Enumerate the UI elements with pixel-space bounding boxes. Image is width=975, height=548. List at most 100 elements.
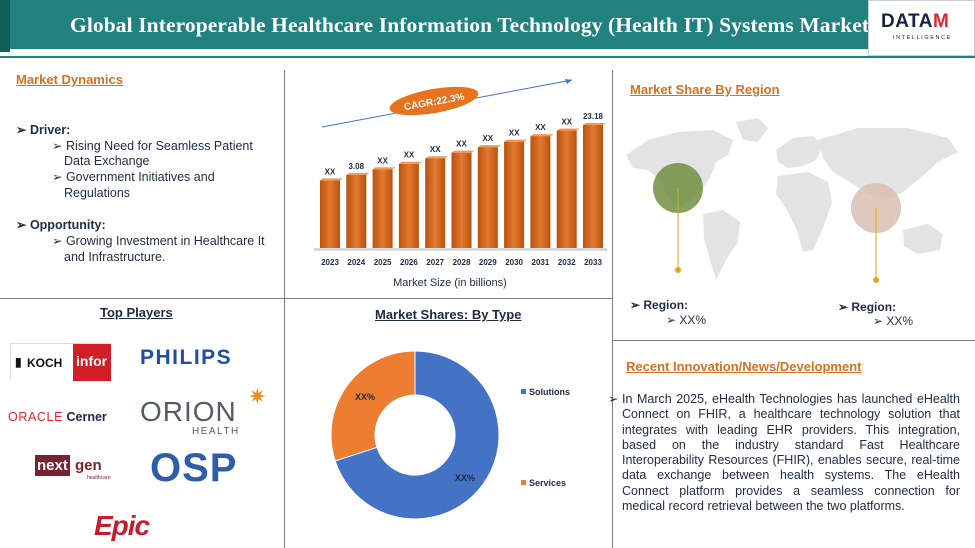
nextgen-logo: next gen healthcare: [35, 455, 111, 481]
opportunity-item: ➢ Growing Investment in Healthcare It: [52, 234, 265, 248]
cagr-badge: CAGR:22.3%: [389, 86, 479, 116]
divider-h1: [0, 298, 612, 299]
bar-value-label: XX: [561, 118, 572, 127]
bar-2030: [504, 141, 525, 248]
region-pointer-dot-1: [675, 267, 681, 273]
region-2-label: ➢ Region:: [838, 300, 897, 314]
bar-top-2033: [583, 123, 606, 125]
bar-2023: [320, 180, 340, 248]
bar-value-label: XX: [509, 129, 520, 138]
bar-value-label: XX: [325, 167, 336, 176]
bar-2033: [583, 125, 603, 248]
market-dynamics-title: Market Dynamics: [16, 72, 123, 87]
year-tick-label: 2027: [426, 258, 444, 267]
header-divider: [0, 56, 975, 58]
donut-label-services: XX%: [355, 392, 375, 402]
year-tick-label: 2023: [321, 258, 339, 267]
news-body: ➢ In March 2025, eHealth Technologies has…: [608, 392, 960, 514]
bar-top-2023: [320, 178, 343, 181]
header: Global Interoperable Healthcare Informat…: [0, 0, 975, 58]
driver-item-cont: Regulations: [64, 186, 131, 200]
osp-logo: OSP: [150, 446, 238, 490]
type-share-donut: XX% XX% Solutions Services: [330, 350, 570, 520]
donut-slice-solutions: [334, 350, 500, 520]
world-map: [626, 118, 958, 283]
europe-shape: [776, 136, 823, 168]
driver-item: ➢ Government Initiatives and: [52, 170, 215, 184]
year-tick-label: 2026: [400, 258, 418, 267]
asia-shape: [818, 128, 958, 200]
type-share-title: Market Shares: By Type: [375, 307, 522, 322]
x-axis-title: Market Size (in billions): [393, 277, 507, 289]
bar-2029: [477, 147, 498, 248]
south-america-shape: [703, 210, 740, 280]
bar-2025: [372, 169, 393, 248]
news-title: Recent Innovation/News/Development: [626, 359, 862, 374]
africa-shape: [776, 172, 832, 252]
donut-label-solutions: XX%: [455, 473, 475, 483]
bar-top-2030: [504, 139, 528, 142]
infor-text: infor: [76, 353, 108, 369]
market-size-chart: XX 2023 3.08 2024 XX 2025 XX 2026 XX 2027 XX 2028 XX…: [314, 79, 608, 289]
bar-value-label: XX: [377, 156, 388, 165]
bar-value-label: 3.08: [349, 162, 365, 171]
region-1-value: ➢ XX%: [666, 313, 707, 327]
logo-wordmark: DATAM: [881, 11, 950, 32]
divider-v3: [612, 70, 613, 548]
driver-item: ➢ Rising Need for Seamless Patient: [52, 139, 253, 153]
bar-value-label: 23.18: [583, 112, 604, 121]
bar-2032: [556, 130, 577, 248]
bar-top-2029: [477, 145, 501, 148]
driver-label: ➢ Driver:: [16, 123, 71, 137]
chart-floor: [314, 248, 608, 251]
bar-top-2026: [398, 161, 422, 164]
donut-slice-services: [330, 350, 416, 462]
opportunity-item-cont: and Infrastructure.: [64, 250, 166, 264]
bar-2024: [346, 174, 367, 248]
legend-swatch-solutions: [521, 389, 526, 394]
top-players-title: Top Players: [100, 305, 173, 320]
title-accent: [0, 0, 10, 52]
orion-star-icon: ✷: [248, 384, 267, 409]
region-2-value: ➢ XX%: [873, 314, 914, 328]
driver-item-cont: Data Exchange: [64, 154, 150, 168]
divider-v1: [284, 70, 285, 298]
bar-2028: [451, 152, 472, 248]
bar-top-2025: [372, 167, 396, 170]
koch-text: KOCH: [27, 356, 63, 370]
year-tick-label: 2033: [584, 258, 602, 267]
bar-value-label: XX: [482, 134, 493, 143]
koch-infor-logo: ▮ KOCH infor: [10, 343, 111, 381]
region-share-title: Market Share By Region: [630, 82, 780, 97]
divider-h2: [612, 340, 975, 341]
bar-top-2027: [425, 156, 449, 159]
oracle-cerner-logo: ORACLE Cerner: [8, 410, 107, 424]
bar-2027: [425, 158, 446, 248]
year-tick-label: 2024: [347, 258, 365, 267]
greenland-shape: [736, 118, 768, 142]
bar-value-label: XX: [404, 151, 415, 160]
title-bar: Global Interoperable Healthcare Informat…: [0, 0, 870, 52]
bar-2026: [398, 163, 419, 248]
bar-value-label: XX: [430, 145, 441, 154]
legend-services: Services: [529, 478, 566, 488]
philips-logo: PHILIPS: [140, 346, 233, 369]
region-1-label: ➢ Region:: [630, 298, 689, 312]
orion-health-logo: ORION ✷ HEALTH: [140, 384, 267, 437]
datam-logo: DATAM INTELLIGENCE: [868, 0, 975, 56]
bar-top-2032: [556, 128, 580, 131]
opportunity-label: ➢ Opportunity:: [16, 218, 106, 232]
year-tick-label: 2030: [505, 258, 523, 267]
year-tick-label: 2028: [453, 258, 471, 267]
legend-solutions: Solutions: [529, 387, 570, 397]
epic-logo: Epic: [94, 510, 150, 541]
page-title: Global Interoperable Healthcare Informat…: [70, 13, 870, 37]
divider-v2: [284, 298, 285, 548]
bar-top-2024: [346, 172, 370, 175]
bar-top-2028: [451, 150, 475, 153]
australia-shape: [903, 224, 943, 254]
bar-top-2031: [530, 134, 554, 137]
year-tick-label: 2029: [479, 258, 497, 267]
cagr-arrowhead: [565, 79, 572, 84]
logo-subtitle: INTELLIGENCE: [893, 35, 952, 41]
